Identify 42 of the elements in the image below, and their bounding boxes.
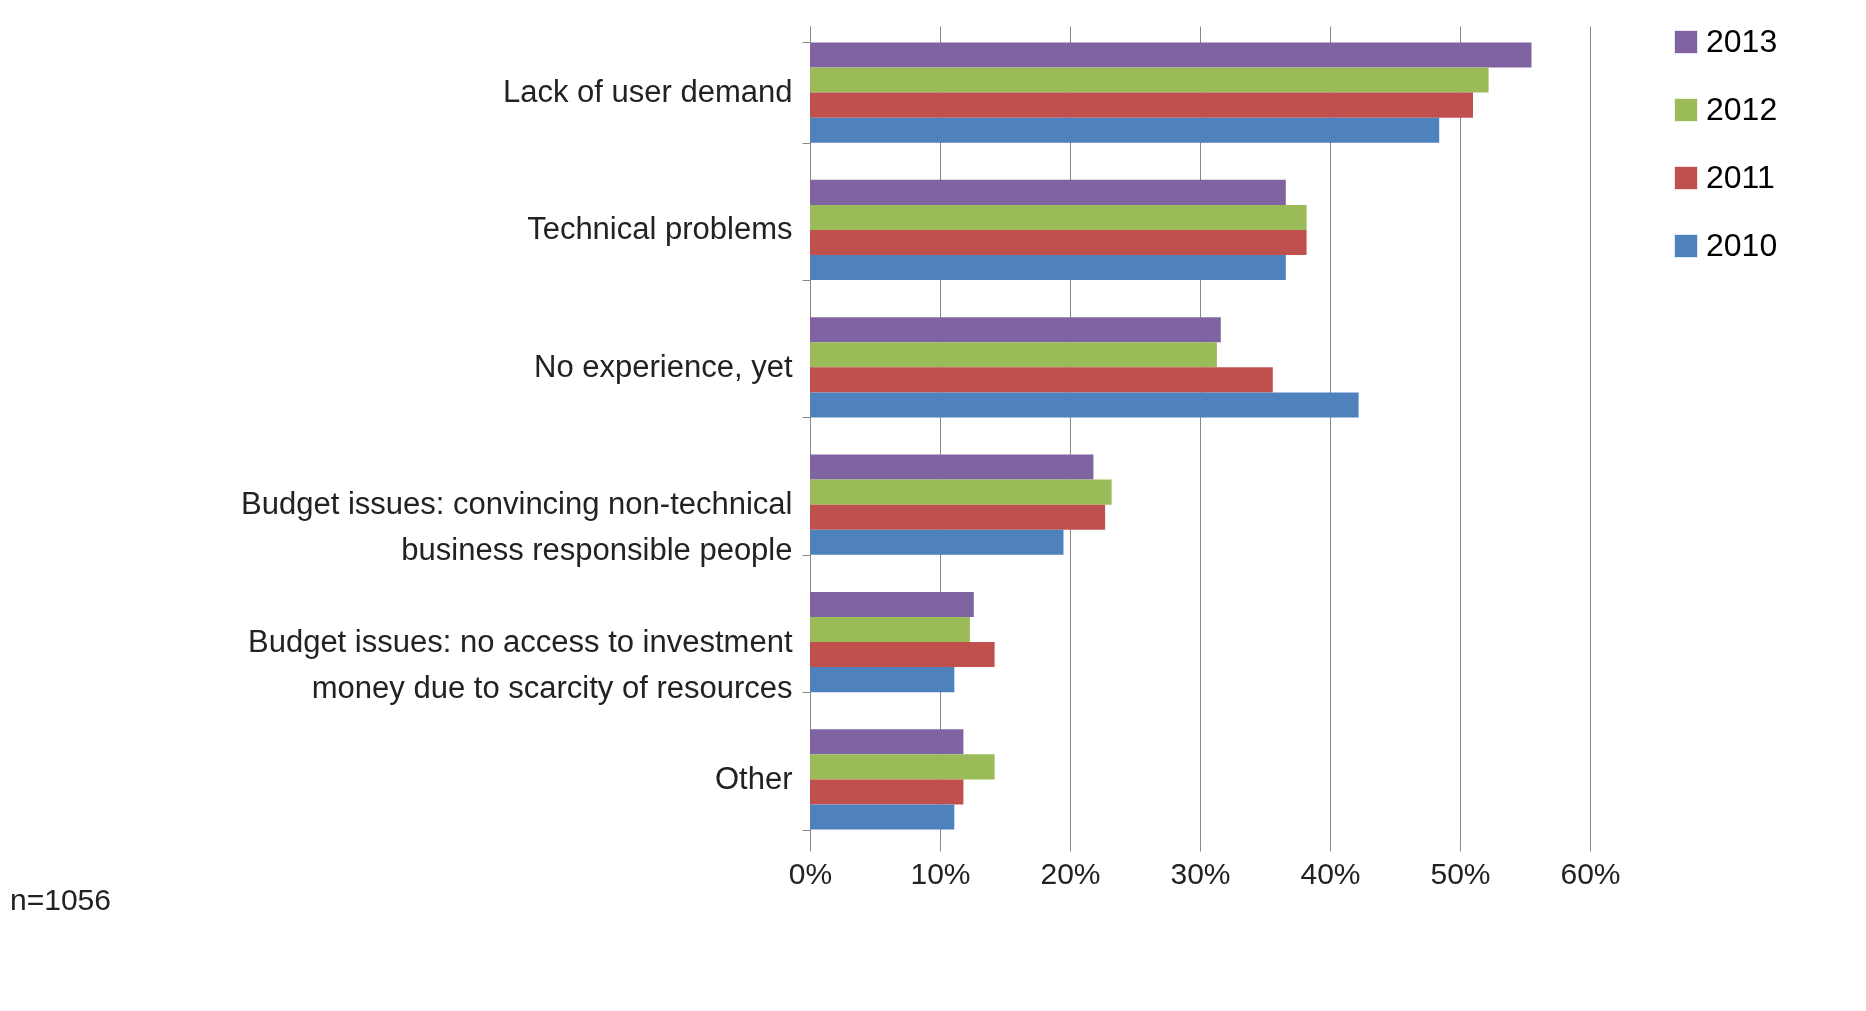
legend-label: 2013 — [1706, 23, 1778, 59]
text: n=1056 — [10, 883, 111, 916]
x-tick-label: 10% — [910, 856, 971, 890]
bar — [810, 779, 964, 805]
x-tick-label: 60% — [1560, 856, 1621, 890]
bar — [810, 367, 1273, 393]
bar — [810, 255, 1286, 281]
y-tick-label: Technical problems — [527, 211, 793, 247]
bar — [810, 317, 1221, 343]
bar — [810, 392, 1359, 418]
y-tick-label: Other — [714, 760, 793, 796]
bar — [810, 179, 1286, 205]
bar — [810, 729, 964, 755]
bar — [810, 804, 955, 830]
bar — [810, 616, 970, 643]
bar — [810, 342, 1217, 368]
bar — [810, 454, 1094, 480]
bar — [810, 92, 1473, 118]
x-tick-label: 40% — [1300, 856, 1361, 890]
legend-label: 2010 — [1706, 227, 1778, 263]
bar — [810, 504, 1106, 530]
x-tick-label: 0% — [788, 856, 833, 890]
bar — [810, 591, 974, 617]
bar — [810, 642, 995, 668]
x-tick-label: 20% — [1040, 856, 1101, 890]
legend-label: 2011 — [1706, 159, 1775, 195]
bar — [810, 479, 1112, 505]
x-tick-label: 50% — [1430, 856, 1491, 890]
x-tick-label: 30% — [1170, 856, 1231, 890]
bar — [810, 229, 1307, 256]
y-tick-label: No experience, yet — [534, 348, 793, 384]
bar — [810, 67, 1489, 93]
bar — [810, 204, 1307, 230]
legend-label: 2012 — [1706, 91, 1778, 127]
bar — [810, 667, 955, 693]
y-tick-label: Budget issues: convincing non-technical business responsible people — [241, 486, 793, 568]
bar — [810, 529, 1064, 555]
bar — [810, 754, 995, 780]
bar — [810, 42, 1532, 68]
bar — [810, 117, 1440, 143]
y-tick-label: Lack of user demand — [502, 74, 793, 110]
y-tick-label: Budget issues: no access to investment money due to scarcity of resources — [247, 623, 793, 705]
